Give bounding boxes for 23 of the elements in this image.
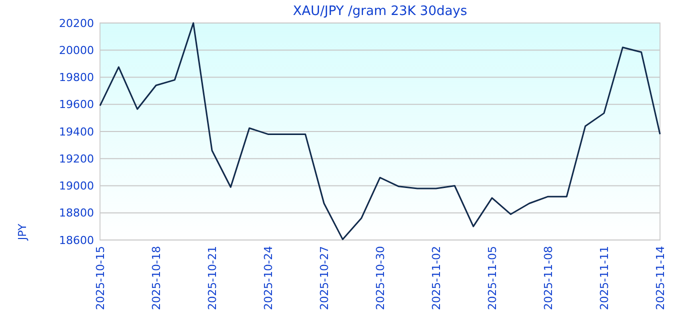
y-tick-label: 19800 (59, 71, 94, 84)
x-tick-label: 2025-11-11 (598, 246, 611, 310)
y-tick-label: 19600 (59, 98, 94, 112)
y-tick-label: 19400 (59, 125, 94, 138)
chart-title: XAU/JPY /gram 23K 30days (292, 4, 468, 19)
x-tick-label: 2025-10-21 (206, 246, 219, 310)
x-tick-label: 2025-10-27 (318, 246, 331, 310)
y-tick-label: 20200 (59, 16, 94, 30)
y-tick-label: 19000 (59, 180, 94, 193)
y-axis-title: JPY (16, 224, 29, 242)
y-tick-label: 18600 (59, 234, 94, 247)
x-tick-label: 2025-10-24 (262, 246, 275, 310)
x-tick-label: 2025-10-15 (94, 246, 107, 310)
y-tick-label: 19200 (59, 152, 94, 166)
x-tick-label: 2025-11-08 (542, 246, 555, 310)
x-tick-label: 2025-11-02 (430, 246, 443, 310)
x-tick-label: 2025-11-05 (486, 246, 499, 310)
x-tick-label: 2025-11-14 (654, 246, 667, 310)
x-tick-label: 2025-10-18 (150, 246, 163, 310)
x-tick-label: 2025-10-30 (374, 246, 387, 310)
line-series (99, 22, 661, 240)
y-tick-label: 20000 (59, 44, 94, 57)
y-tick-label: 18800 (59, 206, 94, 220)
